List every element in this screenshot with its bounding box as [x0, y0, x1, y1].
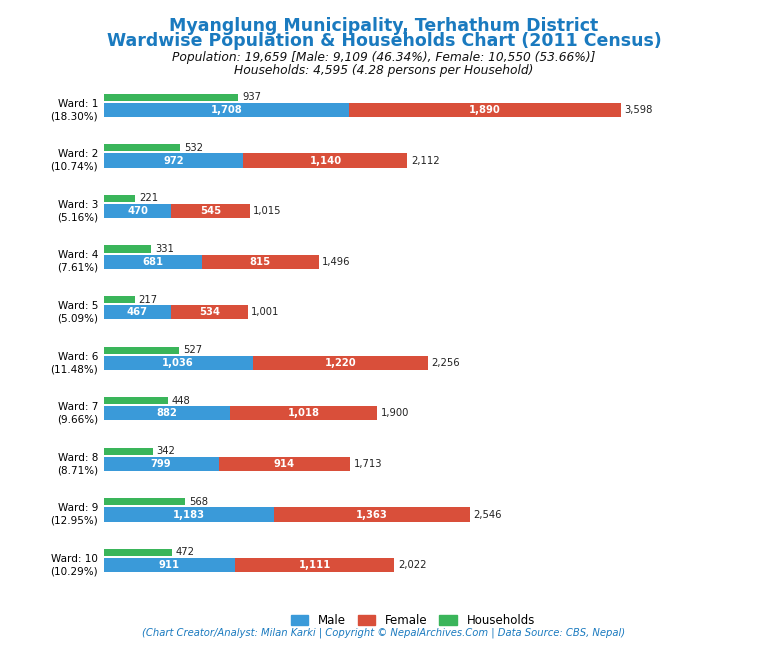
Bar: [349, 103, 621, 117]
Bar: [104, 246, 151, 252]
Text: 882: 882: [157, 408, 177, 418]
Text: Wardwise Population & Households Chart (2011 Census): Wardwise Population & Households Chart (…: [107, 32, 661, 50]
Text: 3,598: 3,598: [624, 105, 653, 115]
Text: 1,140: 1,140: [310, 156, 342, 166]
Bar: [104, 397, 168, 404]
Text: 1,001: 1,001: [251, 307, 280, 317]
Text: 221: 221: [139, 193, 158, 203]
Text: 1,708: 1,708: [210, 105, 243, 115]
Text: 2,256: 2,256: [432, 358, 460, 368]
Bar: [104, 103, 349, 117]
Bar: [104, 254, 201, 269]
Text: 681: 681: [142, 256, 163, 266]
Text: 1,496: 1,496: [323, 256, 351, 266]
Bar: [230, 406, 377, 420]
Text: 799: 799: [151, 459, 171, 469]
Text: 470: 470: [127, 206, 148, 216]
Text: 937: 937: [242, 93, 261, 103]
Text: 545: 545: [200, 206, 221, 216]
Bar: [104, 145, 180, 151]
Text: 527: 527: [183, 345, 202, 355]
Text: 448: 448: [172, 396, 190, 406]
Text: 2,112: 2,112: [411, 156, 439, 166]
Text: 534: 534: [199, 307, 220, 317]
Bar: [171, 204, 250, 218]
Text: (Chart Creator/Analyst: Milan Karki | Copyright © NepalArchives.Com | Data Sourc: (Chart Creator/Analyst: Milan Karki | Co…: [142, 627, 626, 638]
Legend: Male, Female, Households: Male, Female, Households: [286, 609, 540, 632]
Bar: [243, 153, 407, 168]
Text: 1,018: 1,018: [288, 408, 319, 418]
Text: 2,022: 2,022: [398, 560, 426, 570]
Bar: [104, 153, 243, 168]
Bar: [104, 356, 253, 370]
Bar: [219, 457, 350, 471]
Bar: [104, 195, 135, 202]
Bar: [104, 457, 219, 471]
Text: 568: 568: [189, 497, 208, 507]
Bar: [253, 356, 428, 370]
Bar: [201, 254, 319, 269]
Bar: [170, 305, 247, 319]
Text: 532: 532: [184, 143, 203, 153]
Text: 467: 467: [127, 307, 147, 317]
Text: 911: 911: [159, 560, 180, 570]
Text: 972: 972: [164, 156, 184, 166]
Text: 1,183: 1,183: [173, 509, 205, 519]
Text: 2,546: 2,546: [473, 509, 502, 519]
Bar: [104, 498, 185, 505]
Text: 815: 815: [250, 256, 271, 266]
Bar: [104, 305, 170, 319]
Text: Population: 19,659 [Male: 9,109 (46.34%), Female: 10,550 (53.66%)]: Population: 19,659 [Male: 9,109 (46.34%)…: [172, 51, 596, 64]
Text: 1,015: 1,015: [253, 206, 282, 216]
Text: 1,713: 1,713: [353, 459, 382, 469]
Text: 331: 331: [155, 244, 174, 254]
Bar: [104, 549, 171, 556]
Text: 1,900: 1,900: [380, 408, 409, 418]
Text: 217: 217: [138, 294, 157, 304]
Bar: [104, 204, 171, 218]
Text: Households: 4,595 (4.28 persons per Household): Households: 4,595 (4.28 persons per Hous…: [234, 64, 534, 77]
Text: 1,363: 1,363: [356, 509, 388, 519]
Text: 342: 342: [157, 446, 175, 456]
Text: 914: 914: [273, 459, 295, 469]
Text: 1,890: 1,890: [469, 105, 501, 115]
Text: 1,111: 1,111: [298, 560, 331, 570]
Text: 472: 472: [175, 547, 194, 557]
Bar: [104, 507, 273, 521]
Bar: [235, 558, 395, 572]
Bar: [104, 94, 238, 101]
Text: 1,220: 1,220: [325, 358, 356, 368]
Text: Myanglung Municipality, Terhathum District: Myanglung Municipality, Terhathum Distri…: [170, 17, 598, 35]
Bar: [273, 507, 470, 521]
Bar: [104, 448, 153, 455]
Bar: [104, 406, 230, 420]
Bar: [104, 558, 235, 572]
Text: 1,036: 1,036: [162, 358, 194, 368]
Bar: [104, 296, 135, 303]
Bar: [104, 346, 180, 354]
